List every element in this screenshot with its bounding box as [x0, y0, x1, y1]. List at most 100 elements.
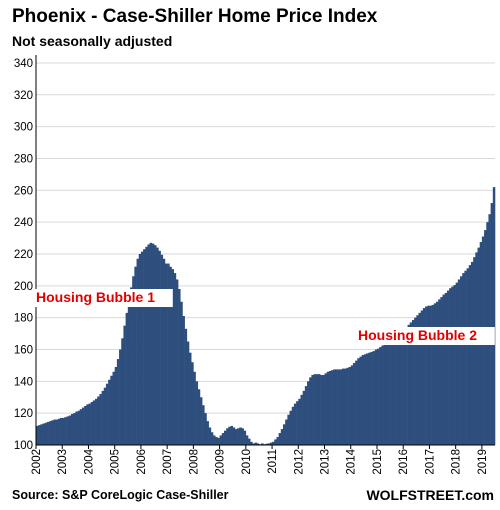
bar: [103, 387, 107, 445]
y-tick-label: 240: [14, 217, 33, 229]
bar: [95, 398, 98, 445]
bar: [221, 433, 225, 445]
bar: [438, 299, 441, 445]
bar: [492, 187, 496, 446]
bar: [324, 373, 327, 445]
bar: [425, 306, 428, 445]
bar: [49, 421, 52, 445]
bar: [232, 427, 236, 445]
bar: [350, 365, 354, 445]
bar: [274, 439, 277, 445]
bar: [304, 386, 308, 445]
bar: [145, 246, 148, 445]
bar: [40, 424, 43, 445]
bar: [234, 429, 238, 445]
bar: [252, 443, 255, 445]
annotations: Housing Bubble 1 Housing Bubble 2: [34, 289, 495, 345]
bar: [239, 427, 242, 445]
bar: [269, 442, 273, 445]
bar: [339, 369, 343, 445]
bar: [184, 328, 188, 445]
y-tick-label: 180: [14, 313, 33, 325]
bar: [291, 406, 295, 445]
bar: [348, 367, 352, 445]
bar: [101, 390, 105, 445]
bar: [446, 290, 450, 445]
bar: [36, 425, 39, 445]
bar: [282, 424, 286, 445]
bar: [73, 413, 76, 445]
bar: [444, 292, 448, 445]
bar: [127, 300, 131, 445]
x-tick-label: 2002: [31, 449, 43, 475]
bar: [470, 261, 474, 445]
bar: [213, 435, 216, 445]
bar: [129, 287, 133, 445]
bar: [473, 257, 476, 445]
bar: [64, 417, 67, 445]
bar: [217, 437, 220, 445]
bar: [427, 305, 430, 445]
x-tick-labels: 2002 2003 2004 2005 2006 2007 2008 2009 2010 2011…: [31, 448, 489, 475]
annotation-background: [34, 289, 173, 307]
source-note: Source: S&P CoreLogic Case-Shiller: [12, 488, 229, 502]
bar: [429, 305, 432, 445]
bar: [405, 327, 408, 445]
bar: [92, 400, 96, 445]
bar: [411, 320, 415, 445]
bar: [237, 428, 240, 445]
bar: [60, 417, 63, 445]
bar: [195, 381, 199, 445]
bar: [477, 247, 480, 445]
bar: [453, 285, 456, 445]
y-tick-label: 120: [14, 408, 33, 420]
bar: [121, 338, 124, 445]
bar: [296, 401, 299, 445]
y-tick-label: 340: [14, 58, 33, 70]
bar: [160, 254, 164, 445]
bar: [289, 410, 293, 445]
bar: [280, 429, 284, 445]
bar: [401, 331, 404, 445]
x-tick-label: 2007: [162, 449, 174, 475]
bar: [272, 441, 275, 445]
bar: [46, 421, 50, 445]
bar: [475, 252, 478, 445]
bar: [70, 413, 74, 445]
bar: [66, 416, 70, 445]
bar: [62, 417, 65, 445]
bar: [99, 394, 102, 445]
bar: [265, 443, 268, 445]
x-tick-label: 2010: [241, 449, 253, 475]
bar: [208, 427, 212, 445]
bar: [84, 406, 87, 445]
bar: [162, 258, 166, 445]
bar: [433, 303, 437, 445]
bar: [302, 390, 306, 445]
bar: [105, 383, 109, 445]
bar: [53, 419, 56, 445]
bar: [352, 363, 356, 445]
bar: [256, 443, 260, 445]
bar: [331, 370, 334, 445]
bar: [81, 407, 85, 445]
bar: [287, 414, 290, 445]
bar: [333, 369, 336, 445]
axes: [35, 55, 495, 449]
bar: [420, 310, 424, 445]
bar: [108, 379, 111, 445]
bar: [132, 276, 135, 445]
bar: [88, 403, 91, 445]
y-tick-label: 160: [14, 344, 33, 356]
annotation-label: Housing Bubble 2: [358, 327, 477, 343]
x-tick-label: 2019: [477, 449, 489, 475]
x-tick-label: 2006: [136, 449, 148, 475]
bar: [116, 359, 120, 445]
bar: [396, 334, 400, 445]
y-tick-label: 280: [14, 153, 33, 165]
bar: [112, 371, 115, 445]
bar: [261, 443, 264, 445]
x-tick-label: 2003: [57, 449, 69, 475]
bar: [451, 286, 454, 445]
